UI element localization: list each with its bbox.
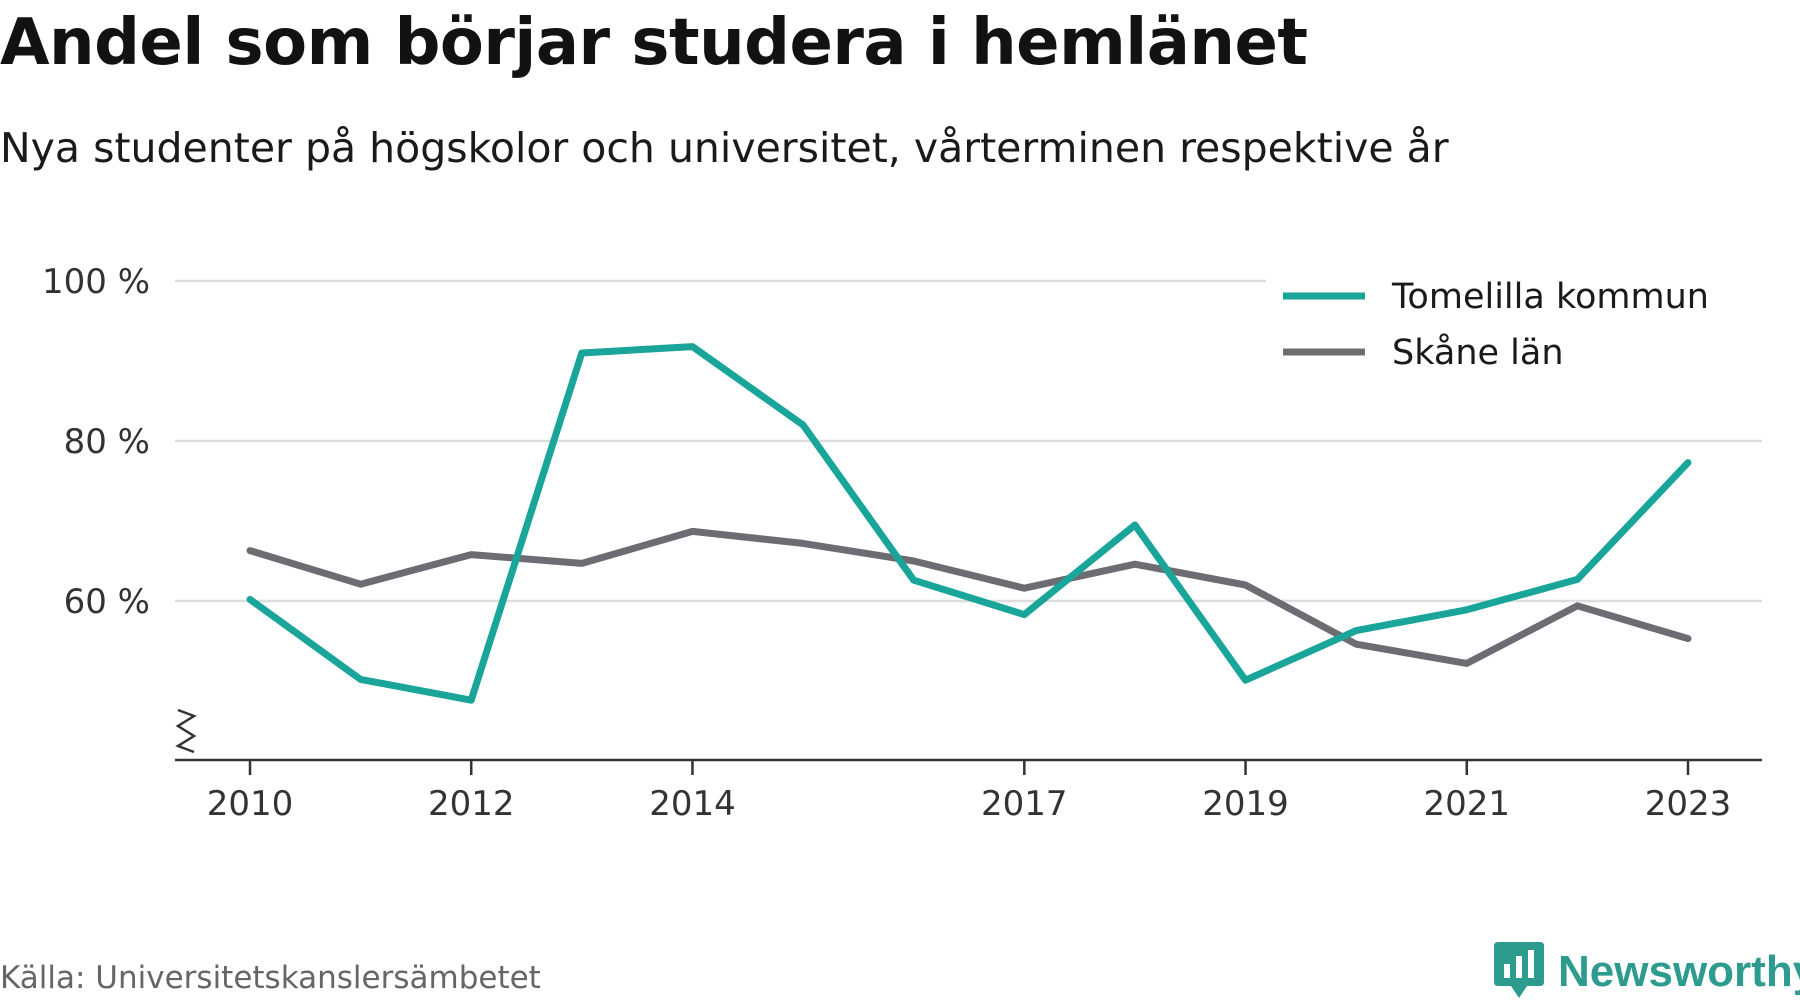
legend: Tomelilla kommun Skåne län [1266, 270, 1766, 382]
brand-name: Newsworthy [1558, 947, 1800, 996]
series-line-sk-ne-l-n [246, 527, 1692, 667]
axis-break-icon [175, 708, 197, 754]
newsworthy-logo-icon [1494, 942, 1544, 998]
series-lines [246, 343, 1692, 704]
legend-label-tomelilla: Tomelilla kommun [1391, 277, 1709, 317]
brand: Newsworthy [1494, 942, 1800, 1002]
x-axis [175, 708, 1762, 762]
x-tick-label: 2014 [649, 784, 736, 824]
x-tick-label: 2019 [1202, 784, 1289, 824]
x-tick-label: 2012 [428, 784, 515, 824]
x-tick-label: 2023 [1645, 784, 1732, 824]
x-tick-label: 2021 [1424, 784, 1511, 824]
x-tick-label: 2017 [981, 784, 1068, 824]
y-tick-label: 60 % [64, 582, 150, 622]
y-tick-label: 80 % [64, 422, 150, 462]
chart-title: Andel som börjar studera i hemlänet [0, 6, 1308, 80]
x-tick-label: 2010 [207, 784, 294, 824]
legend-label-skane: Skåne län [1392, 332, 1564, 373]
x-axis-ticks: 2010 2012 2014 2017 2019 2021 2023 [207, 760, 1732, 824]
y-tick-label: 100 % [42, 262, 150, 302]
source-note: Källa: Universitetskanslersämbetet [0, 960, 541, 996]
y-axis-ticks: 60 % 80 % 100 % [42, 262, 150, 622]
legend-background [1266, 270, 1766, 382]
chart-subtitle: Nya studenter på högskolor och universit… [0, 124, 1449, 172]
series-line-tomelilla-kommun [246, 343, 1692, 704]
